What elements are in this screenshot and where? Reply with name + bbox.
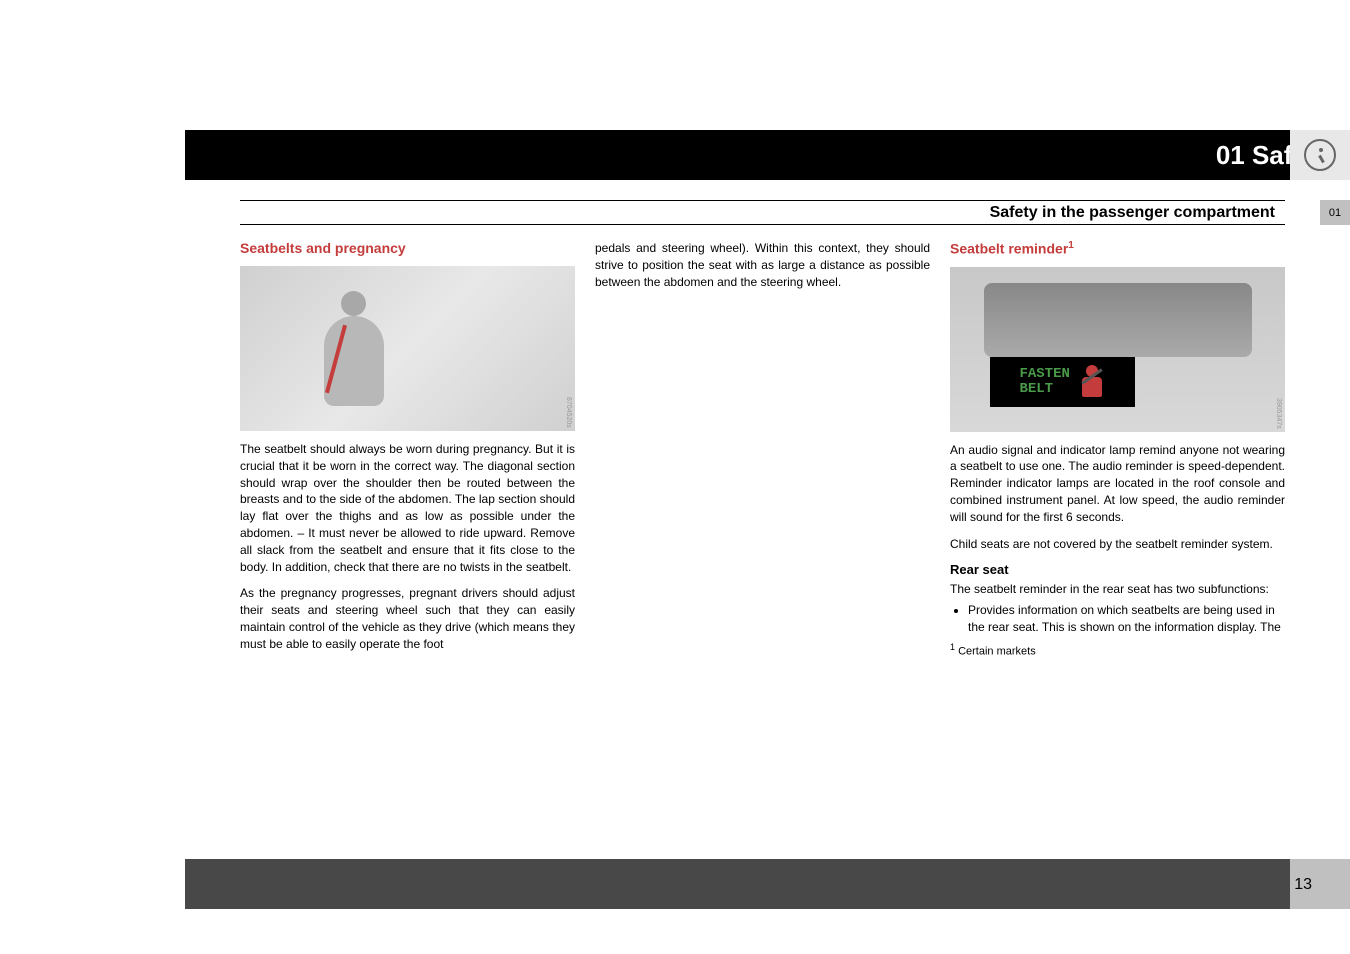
col3-heading-text: Seatbelt reminder	[950, 241, 1068, 257]
column-1: Seatbelts and pregnancy 8704520s The sea…	[240, 240, 575, 663]
roof-console-illustration	[984, 283, 1252, 357]
column-2: pedals and steering wheel). Within this …	[595, 240, 930, 663]
col3-heading-sup: 1	[1068, 240, 1074, 251]
section-title: Safety in the passenger compartment	[990, 204, 1275, 222]
bullet-list: Provides information on which seatbelts …	[950, 602, 1285, 636]
col3-para3: The seatbelt reminder in the rear seat h…	[950, 581, 1285, 598]
fasten-belt-figure: FASTEN BELT 3905347s	[950, 267, 1285, 432]
footnote-text: Certain markets	[955, 645, 1036, 657]
col2-para1: pedals and steering wheel). Within this …	[595, 240, 930, 290]
rear-seat-heading: Rear seat	[950, 562, 1285, 577]
col3-heading: Seatbelt reminder1	[950, 240, 1285, 257]
header-bar: 01 Safety	[185, 130, 1350, 180]
figure-person-head	[341, 291, 366, 316]
footnote: 1 Certain markets	[950, 642, 1285, 658]
content-area: Seatbelts and pregnancy 8704520s The sea…	[240, 240, 1285, 663]
bullet-item-1: Provides information on which seatbelts …	[968, 602, 1285, 636]
col1-para2: As the pregnancy progresses, pregnant dr…	[240, 585, 575, 652]
col3-para1: An audio signal and indicator lamp remin…	[950, 442, 1285, 526]
chapter-indicator	[1290, 130, 1350, 180]
fasten-line2: BELT	[1019, 381, 1053, 397]
seatbelt-person-icon	[1304, 139, 1336, 171]
fasten-belt-text: FASTEN BELT	[1019, 367, 1069, 398]
fasten-belt-display: FASTEN BELT	[990, 357, 1135, 407]
column-3: Seatbelt reminder1 FASTEN BELT 3905347s …	[950, 240, 1285, 663]
seatbelt-warning-icon	[1078, 363, 1106, 401]
col1-heading: Seatbelts and pregnancy	[240, 240, 575, 256]
side-chapter-tab: 01	[1320, 200, 1350, 225]
subheader-bar: Safety in the passenger compartment	[240, 200, 1285, 225]
fasten-line1: FASTEN	[1019, 366, 1069, 382]
pregnancy-seatbelt-figure: 8704520s	[240, 266, 575, 431]
col3-para2: Child seats are not covered by the seatb…	[950, 536, 1285, 553]
footer-bar	[185, 859, 1290, 909]
col1-para1: The seatbelt should always be worn durin…	[240, 441, 575, 575]
page-number: 13	[1294, 876, 1312, 894]
figure-id-label: 8704520s	[565, 397, 572, 428]
figure-id-label-2: 3905347s	[1275, 398, 1282, 429]
